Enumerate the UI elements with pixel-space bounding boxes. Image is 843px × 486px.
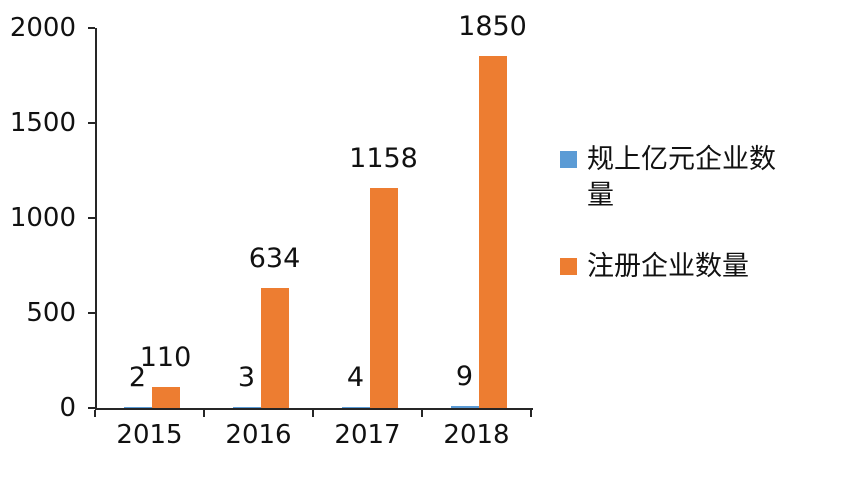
bar-registered-enterprises-2017 — [369, 188, 398, 408]
bar-value-label-above-scale-100m-enterprises-2015: 2 — [128, 362, 147, 394]
legend-item-registered-enterprises: 注册企业数量 — [560, 249, 792, 285]
y-tick-mark — [88, 407, 95, 409]
bar-slot-registered-enterprises-2018: 1850 — [458, 12, 527, 408]
bar-above-scale-100m-enterprises-2018 — [450, 406, 479, 408]
y-tick-mark — [88, 27, 95, 29]
legend-label-above-scale-100m-enterprises: 规上亿元企业数量 — [587, 144, 776, 212]
category-group-2017: 4 1158 — [315, 28, 424, 408]
bar-value-label-registered-enterprises-2016: 634 — [248, 243, 301, 275]
bar-above-scale-100m-enterprises-2016 — [232, 407, 261, 408]
legend-color-swatch-registered-enterprises — [560, 257, 577, 275]
y-tick-mark — [88, 217, 95, 219]
y-tick-mark — [88, 312, 95, 314]
legend-item-above-scale-100m-enterprises: 规上亿元企业数量 — [560, 142, 792, 215]
y-axis: 0 500 1000 1500 2000 — [0, 13, 84, 423]
bar-slot-registered-enterprises-2017: 1158 — [349, 28, 418, 408]
legend-color-swatch-above-scale-100m-enterprises — [560, 151, 577, 168]
x-axis-label-2015: 2015 — [116, 420, 183, 450]
bar-registered-enterprises-2015 — [151, 387, 180, 408]
bar-slot-registered-enterprises-2016: 634 — [249, 28, 300, 408]
bar-slot-registered-enterprises-2015: 110 — [140, 28, 191, 408]
bar-slot-above-scale-100m-enterprises-2016: 3 — [232, 28, 261, 408]
x-axis-label-2017: 2017 — [334, 420, 401, 450]
bar-value-label-registered-enterprises-2017: 1158 — [349, 143, 418, 175]
chart-legend: 规上亿元企业数量注册企业数量 — [560, 142, 792, 285]
y-axis-label: 1500 — [9, 108, 76, 138]
x-axis-label-2018: 2018 — [443, 420, 510, 450]
bar-above-scale-100m-enterprises-2015 — [123, 407, 152, 408]
bar-value-label-registered-enterprises-2015: 110 — [139, 342, 192, 374]
category-group-2016: 3 634 — [206, 28, 315, 408]
bar-slot-above-scale-100m-enterprises-2015: 2 — [123, 28, 152, 408]
y-axis-label: 0 — [59, 393, 76, 423]
bar-value-label-above-scale-100m-enterprises-2018: 9 — [455, 361, 474, 393]
x-axis-label-2016: 2016 — [225, 420, 292, 450]
y-axis-label: 1000 — [9, 203, 76, 233]
x-axis: 2015 2016 2017 2018 — [95, 420, 531, 450]
bar-registered-enterprises-2016 — [260, 288, 289, 408]
bar-above-scale-100m-enterprises-2017 — [341, 407, 370, 408]
bar-value-label-above-scale-100m-enterprises-2017: 4 — [346, 362, 365, 394]
category-group-2015: 2 110 — [97, 28, 206, 408]
x-tick-mark — [530, 410, 532, 417]
x-tick-mark — [421, 410, 423, 417]
bar-value-label-registered-enterprises-2018: 1850 — [458, 11, 527, 43]
x-tick-mark — [94, 410, 96, 417]
bar-slot-above-scale-100m-enterprises-2018: 9 — [450, 28, 479, 408]
legend-label-registered-enterprises: 注册企业数量 — [587, 250, 749, 282]
y-tick-mark — [88, 122, 95, 124]
bar-registered-enterprises-2018 — [478, 56, 507, 408]
category-group-2018: 9 1850 — [424, 12, 533, 408]
bar-value-label-above-scale-100m-enterprises-2016: 3 — [237, 362, 256, 394]
plot-area: 2 110 3 634 4 1158 9 1850 — [95, 12, 533, 410]
bar-slot-above-scale-100m-enterprises-2017: 4 — [341, 28, 370, 408]
x-tick-mark — [203, 410, 205, 417]
y-axis-label: 2000 — [9, 13, 76, 43]
y-axis-label: 500 — [26, 298, 76, 328]
x-tick-mark — [312, 410, 314, 417]
